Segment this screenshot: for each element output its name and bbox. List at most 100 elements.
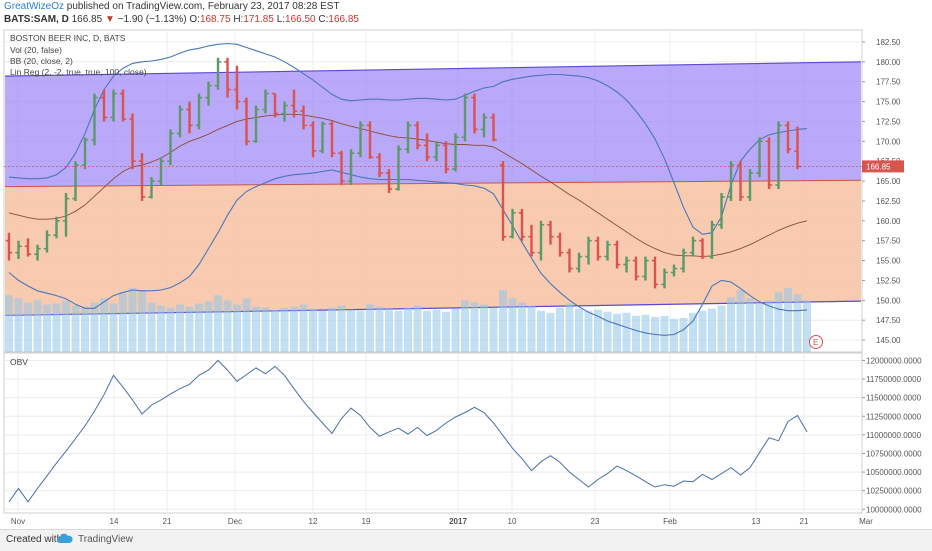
- ohlc-bar[interactable]: [395, 145, 402, 191]
- ohlc-bar[interactable]: [281, 101, 288, 122]
- ohlc-bar[interactable]: [680, 248, 687, 273]
- volume-bar: [271, 309, 279, 352]
- ohlc-bar[interactable]: [328, 121, 336, 158]
- ohlc-bar[interactable]: [157, 157, 165, 186]
- symbol-line: BATS:SAM, D 166.85 ▼ −1.90 (−1.13%) O:16…: [4, 14, 359, 25]
- ohlc-bar[interactable]: [91, 93, 98, 146]
- ohlc-bar[interactable]: [490, 113, 497, 142]
- volume-bar: [489, 307, 498, 352]
- ohlc-bar[interactable]: [423, 133, 431, 162]
- ohlc-bar[interactable]: [651, 256, 659, 289]
- ohlc-bar[interactable]: [167, 129, 174, 166]
- ohlc-bar[interactable]: [442, 141, 450, 174]
- author-link[interactable]: GreatWizeOz: [4, 1, 65, 12]
- ohlc-bar[interactable]: [300, 105, 307, 130]
- ohlc-bar[interactable]: [471, 93, 478, 134]
- volume-bar: [746, 298, 754, 352]
- volume-bar: [328, 307, 336, 352]
- ohlc-bar[interactable]: [547, 220, 554, 245]
- ohlc-bar[interactable]: [309, 121, 317, 158]
- legend-linreg[interactable]: Lin Reg (2, -2, true, true, 100, close): [10, 67, 147, 77]
- ohlc-bar[interactable]: [784, 121, 792, 154]
- ohlc-bar[interactable]: [195, 93, 203, 130]
- chart-canvas[interactable]: 145.00 147.50 150.00 152.50 155.00 157.50 160.…: [0, 0, 932, 529]
- ohlc-bar[interactable]: [594, 236, 602, 261]
- ohlc-bar[interactable]: [556, 232, 564, 257]
- ohlc-bar[interactable]: [433, 141, 440, 162]
- tradingview-logo[interactable]: TradingView: [56, 533, 133, 545]
- ohlc-bar[interactable]: [338, 150, 345, 186]
- ohlc-bar[interactable]: [24, 238, 32, 257]
- time-axis-label: 10: [508, 517, 517, 526]
- ohlc-bar[interactable]: [5, 232, 13, 261]
- ohlc-bar[interactable]: [461, 93, 469, 142]
- ohlc-bar[interactable]: [376, 153, 383, 178]
- ohlc-bar[interactable]: [746, 169, 754, 201]
- ohlc-bar[interactable]: [765, 137, 773, 190]
- ohlc-bar[interactable]: [632, 256, 640, 281]
- ohlc-bar[interactable]: [271, 92, 279, 118]
- legend-vol[interactable]: Vol (20, false): [10, 45, 62, 55]
- ohlc-bar[interactable]: [62, 192, 70, 237]
- ohlc-bar[interactable]: [623, 256, 630, 273]
- ohlc-bar[interactable]: [404, 121, 412, 154]
- ohlc-bar[interactable]: [775, 121, 782, 190]
- ohlc-bar[interactable]: [72, 161, 79, 201]
- legend-bb[interactable]: BB (20, close, 2): [10, 56, 73, 66]
- ohlc-bar[interactable]: [119, 89, 127, 122]
- ohlc-bar[interactable]: [385, 169, 393, 193]
- ohlc-bar[interactable]: [110, 89, 117, 122]
- ohlc-bar[interactable]: [224, 57, 231, 98]
- ohlc-bar[interactable]: [718, 192, 725, 229]
- ohlc-bar[interactable]: [138, 153, 146, 201]
- ohlc-bar[interactable]: [100, 89, 108, 122]
- ohlc-bar[interactable]: [319, 121, 326, 154]
- ohlc-bar[interactable]: [661, 268, 668, 289]
- ohlc-bar[interactable]: [452, 133, 459, 172]
- ohlc-bar[interactable]: [518, 208, 526, 241]
- ohlc-bar[interactable]: [566, 248, 573, 273]
- ohlc-bar[interactable]: [537, 220, 545, 261]
- ohlc-bar[interactable]: [575, 252, 583, 273]
- ohlc-bar[interactable]: [414, 121, 421, 150]
- ohlc-bar[interactable]: [585, 236, 592, 265]
- obv-line[interactable]: [8, 359, 808, 503]
- ohlc-bar[interactable]: [290, 89, 298, 118]
- ohlc-bar[interactable]: [15, 240, 22, 259]
- ohlc-bar[interactable]: [689, 236, 697, 257]
- ohlc-bar[interactable]: [509, 208, 516, 239]
- ohlc-bar[interactable]: [233, 65, 241, 110]
- ohlc-bar[interactable]: [243, 97, 250, 146]
- ohlc-bar[interactable]: [708, 220, 716, 259]
- ohlc-bar[interactable]: [176, 105, 184, 138]
- ohlc-bar[interactable]: [756, 137, 763, 178]
- ohlc-bar[interactable]: [480, 113, 488, 138]
- ohlc-bar[interactable]: [53, 216, 60, 239]
- ohlc-bar[interactable]: [727, 161, 735, 201]
- ohlc-bar[interactable]: [34, 244, 41, 261]
- ohlc-bar[interactable]: [737, 161, 744, 201]
- ohlc-bar[interactable]: [613, 240, 621, 269]
- ohlc-bar[interactable]: [670, 264, 678, 277]
- ohlc-bar[interactable]: [43, 230, 51, 253]
- ohlc-bar[interactable]: [528, 224, 535, 257]
- ohlc-bar[interactable]: [357, 121, 364, 158]
- symbol[interactable]: BATS:SAM, D: [4, 14, 69, 25]
- ohlc-bar[interactable]: [366, 121, 374, 159]
- ohlc-bar[interactable]: [186, 101, 193, 134]
- ohlc-bar[interactable]: [205, 81, 212, 106]
- volume-bar: [100, 298, 108, 352]
- ohlc-bar[interactable]: [499, 161, 507, 241]
- ohlc-bar[interactable]: [81, 137, 89, 170]
- ohlc-bar[interactable]: [604, 240, 611, 261]
- ohlc-bar[interactable]: [252, 105, 260, 143]
- ohlc-bar[interactable]: [262, 89, 269, 114]
- ohlc-bar[interactable]: [214, 57, 222, 90]
- earnings-marker-icon[interactable]: E: [809, 335, 823, 349]
- ohlc-bar[interactable]: [129, 113, 136, 170]
- ohlc-bar[interactable]: [699, 238, 706, 259]
- volume-bar: [81, 306, 89, 352]
- ohlc-bar[interactable]: [347, 149, 355, 186]
- ohlc-bar[interactable]: [642, 256, 649, 281]
- ohlc-bar[interactable]: [148, 177, 155, 199]
